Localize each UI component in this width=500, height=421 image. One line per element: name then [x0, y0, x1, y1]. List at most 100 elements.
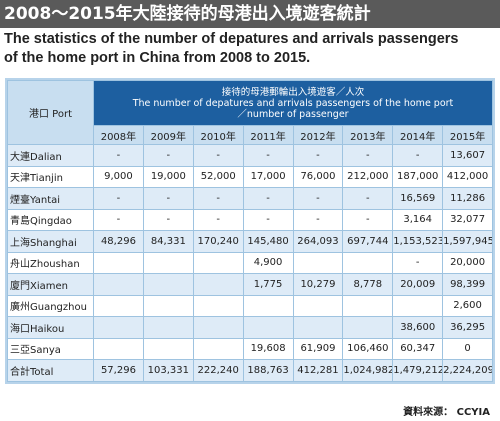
table-cell: 17,000 [242, 165, 294, 188]
table-row: 大連Dalian - - - - - - -13,607 [7, 144, 493, 167]
table-cell: 84,331 [142, 230, 194, 253]
subtitle-line: of the home port in China from 2008 to 2… [4, 50, 311, 66]
table-cell [292, 251, 344, 274]
subtitle: The statistics of the number of depature… [4, 30, 498, 68]
table-cell: - [392, 251, 444, 274]
table-cell: 32,077 [442, 208, 493, 231]
table-cell: - [93, 208, 144, 231]
subtitle-line: The statistics of the number of depature… [4, 31, 459, 47]
port-name: 廣州Guangzhou [7, 294, 94, 317]
table-cell [93, 294, 144, 317]
source: 資料來源： CCYIA [403, 407, 490, 418]
table-cell: 412,281 [292, 359, 344, 382]
table-cell: - [192, 187, 244, 210]
table-row: 廣州Guangzhou 2,600 [7, 294, 493, 317]
table-cell: - [142, 208, 194, 231]
group-header: 接待的母港郵輪出入境遊客／人次 The number of depatures … [93, 80, 493, 126]
port-name: 天津Tianjin [7, 165, 94, 188]
table-cell: 106,460 [342, 337, 394, 360]
table-cell: 3,164 [392, 208, 444, 231]
table-cell: 16,569 [392, 187, 444, 210]
table-cell: - [142, 187, 194, 210]
table-cell [142, 337, 194, 360]
table-cell: 1,153,523 [392, 230, 444, 253]
table-cell: 412,000 [442, 165, 493, 188]
port-name: 青島Qingdao [7, 208, 94, 231]
port-name: 海口Haikou [7, 316, 94, 339]
table-cell: 36,295 [442, 316, 493, 339]
year-header: 2012年 [292, 125, 344, 145]
table-cell: - [342, 208, 394, 231]
table-cell: - [392, 144, 444, 167]
table-cell: 170,240 [192, 230, 244, 253]
table-cell: - [142, 144, 194, 167]
year-header: 2011年 [242, 125, 294, 145]
table-cell: 697,744 [342, 230, 394, 253]
table-cell: - [192, 144, 244, 167]
table-cell: 61,909 [292, 337, 344, 360]
table-cell: - [192, 208, 244, 231]
table-cell [342, 316, 394, 339]
table-cell: - [242, 187, 294, 210]
table-cell: 20,009 [392, 273, 444, 296]
table-cell: - [342, 144, 394, 167]
table-cell: 1,597,945 [442, 230, 493, 253]
table-cell: - [93, 187, 144, 210]
table-cell [242, 294, 294, 317]
table-cell: 98,399 [442, 273, 493, 296]
table-cell: 188,763 [242, 359, 294, 382]
table-cell: 10,279 [292, 273, 344, 296]
table: 港口 Port 接待的母港郵輪出入境遊客／人次 The number of de… [7, 80, 493, 382]
year-header: 2015年 [442, 125, 493, 145]
table-cell: - [242, 144, 294, 167]
table-cell: 20,000 [442, 251, 493, 274]
port-name: 上海Shanghai [7, 230, 94, 253]
port-name: 三亞Sanya [7, 337, 94, 360]
table-cell: - [292, 187, 344, 210]
table-row: 青島Qingdao - - - - - -3,164 32,077 [7, 208, 493, 231]
table-cell [292, 294, 344, 317]
table-cell: 13,607 [442, 144, 493, 167]
table-cell: 52,000 [192, 165, 244, 188]
table-cell [192, 294, 244, 317]
table-cell: 264,093 [292, 230, 344, 253]
table-row: 煙臺Yantai - - - - - -16,569 11,286 [7, 187, 493, 210]
table-cell: 4,900 [242, 251, 294, 274]
table-cell: - [242, 208, 294, 231]
table-frame: 港口 Port 接待的母港郵輪出入境遊客／人次 The number of de… [5, 78, 495, 384]
port-name: 廈門Xiamen [7, 273, 94, 296]
table-cell: 103,331 [142, 359, 194, 382]
table-cell: 38,600 [392, 316, 444, 339]
table-cell: 145,480 [242, 230, 294, 253]
port-name: 合計Total [7, 359, 94, 382]
table-cell: 11,286 [442, 187, 493, 210]
table-cell: - [342, 187, 394, 210]
table-cell: - [292, 144, 344, 167]
table-cell [142, 273, 194, 296]
group-header-line: ／number of passenger [237, 108, 349, 120]
table-row: 廈門Xiamen 1,775 10,279 8,778 20,009 98,399 [7, 273, 493, 296]
table-cell: 9,000 [93, 165, 144, 188]
table-cell [292, 316, 344, 339]
table-cell [392, 294, 444, 317]
year-header: 2014年 [392, 125, 444, 145]
table-cell: 222,240 [192, 359, 244, 382]
title: 2008～2015年大陸接待的母港出入境遊客統計 [0, 0, 500, 28]
table-cell [142, 294, 194, 317]
table-cell: 8,778 [342, 273, 394, 296]
table-cell [142, 316, 194, 339]
table-cell: 76,000 [292, 165, 344, 188]
table-cell [93, 273, 144, 296]
table-cell [192, 337, 244, 360]
port-header: 港口 Port [7, 80, 94, 145]
table-row: 海口Haikou 38,600 36,295 [7, 316, 493, 339]
table-cell [93, 316, 144, 339]
table-cell: 19,608 [242, 337, 294, 360]
table-row: 合計Total 57,296 103,331 222,240 188,763 412,28… [7, 359, 493, 382]
year-header: 2008年 [93, 125, 144, 145]
table-cell: 0 [442, 337, 493, 360]
table-cell [242, 316, 294, 339]
table-cell [342, 251, 394, 274]
table-cell [142, 251, 194, 274]
table-row: 三亞Sanya 19,608 61,909 106,460 60,347 0 [7, 337, 493, 360]
